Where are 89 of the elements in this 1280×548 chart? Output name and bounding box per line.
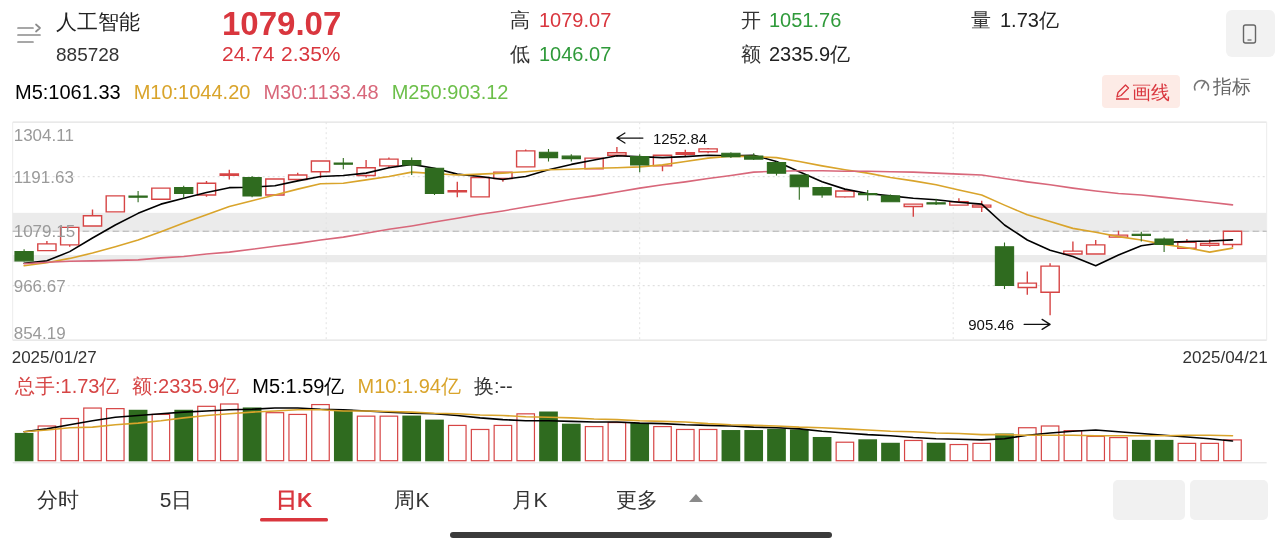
text: 指标 [1212,76,1251,97]
bar [1177,442,1197,462]
text: 人工智能 [56,10,140,33]
text: 1079.07 [222,5,342,42]
y-tick-label: 966.67 [13,276,66,296]
bar [926,442,946,462]
bar [881,442,900,462]
text: 2025/04/21 [1182,348,1268,367]
bar [721,430,741,462]
bar [333,409,353,462]
text: 低 [510,43,530,65]
bar [219,403,239,462]
bar [447,424,467,462]
text: 量 [971,9,991,31]
bar [470,428,490,462]
text: 画线 [1132,82,1170,103]
bar [356,415,376,462]
bar [265,412,285,462]
text: 额:2335.9亿 [132,375,240,397]
bar [1223,439,1242,462]
bar [1086,435,1106,462]
bar [197,405,216,462]
bar [767,428,786,462]
y-tick-label: 1191.63 [13,167,74,187]
text: 月K [512,488,548,511]
bar [105,408,125,462]
bar [83,407,102,462]
series-label: M10:1.94亿 [357,375,461,397]
bar [607,421,627,462]
bar [379,415,399,462]
bar [493,424,513,462]
bar [789,429,809,462]
bar [812,436,832,462]
text: 分时 [37,488,79,511]
bar [174,409,194,462]
text: 高 [510,9,530,31]
bar [516,413,536,462]
bar [425,419,444,462]
bar [744,430,764,462]
bar [903,439,923,462]
bar [402,415,422,462]
y-tick-label: 1304.11 [13,126,74,146]
text: 额 [741,43,761,65]
bar [698,428,718,462]
y-tick-label: 854.19 [13,324,66,344]
bar [949,443,969,462]
bar [1131,439,1151,462]
text: 开 [741,9,761,31]
bar [584,425,604,462]
text: M30:1133.48 [263,81,379,103]
bar [835,441,855,462]
text: 周K [394,488,430,511]
bar [14,432,34,462]
text: 1079.07 [539,9,612,31]
text: 2.35% [281,42,341,65]
bar [858,439,878,462]
annotation: 1252.84 [652,129,708,147]
text: 5日 [159,488,193,511]
bar [1017,427,1037,462]
text: 1046.07 [539,43,612,65]
bar [539,411,558,462]
text: 24.74 [222,42,275,65]
bar [1154,439,1174,462]
series-label: M5:1.59亿 [252,375,345,397]
bar [1109,436,1128,462]
text: 1.73亿 [1000,9,1059,31]
text: 2025/01/27 [11,348,97,367]
bar [60,417,80,462]
legend-label: M250:903.12 [391,81,509,103]
text: 885728 [56,44,120,65]
bar [653,425,672,462]
bar [1200,442,1220,462]
text: M10:1044.20 [133,81,251,103]
text: 日K [275,488,313,511]
bar [972,442,992,462]
text: 2335.9亿 [769,43,851,65]
text: 换:-- [473,375,513,397]
bar [311,403,330,462]
bar [561,423,581,462]
series-label: 总手:1.73亿 [14,375,120,397]
bar [675,428,695,462]
text: M5:1061.33 [15,81,121,103]
bar [242,407,262,462]
bar [288,413,308,462]
bar [151,413,171,462]
bar [630,423,650,462]
annotation: 905.46 [968,315,1015,333]
text: 更多 [616,488,658,511]
text: 1051.76 [769,9,842,31]
